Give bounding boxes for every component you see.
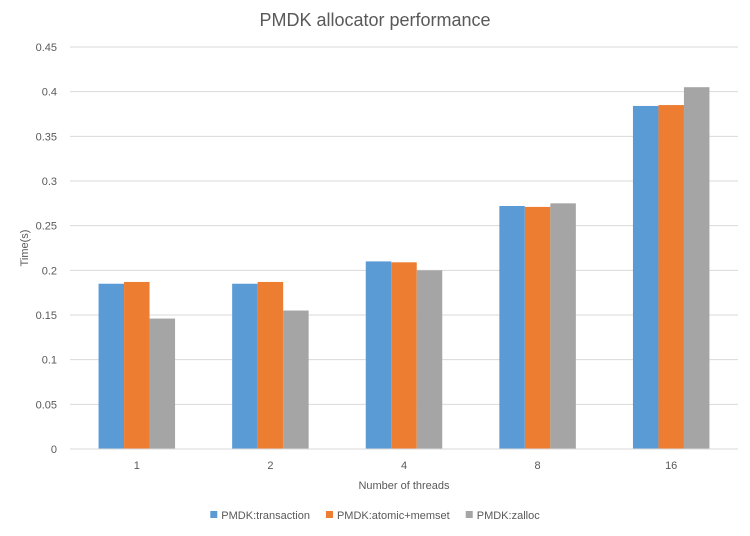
y-tick-label: 0.25 <box>36 221 57 233</box>
y-tick-label: 0.2 <box>42 265 57 277</box>
legend-swatch <box>325 511 333 518</box>
legend-swatch <box>465 511 473 518</box>
bar-pmdk-atomic-memset-1 <box>124 281 150 449</box>
x-tick-label: 4 <box>401 460 407 472</box>
bar-pmdk-atomic-memset-16 <box>658 105 684 450</box>
bar-pmdk-transaction-4 <box>365 261 392 449</box>
bar-pmdk-transaction-8 <box>499 206 525 449</box>
legend-swatch <box>210 511 218 518</box>
bars <box>98 87 710 450</box>
y-tick-label: 0.3 <box>42 176 57 188</box>
chart-title: PMDK allocator performance <box>259 10 490 30</box>
bar-pmdk-transaction-2 <box>232 283 258 449</box>
legend: PMDK:transaction PMDK:atomic+memset PMDK:z… <box>210 510 540 522</box>
y-tick-label: 0.4 <box>42 87 57 99</box>
x-tick-label: 1 <box>134 460 140 472</box>
bar-pmdk-zalloc-16 <box>683 87 710 449</box>
y-tick-label: 0.45 <box>36 42 57 54</box>
gridlines <box>70 46 738 405</box>
y-tick-label: 0.15 <box>36 310 57 322</box>
legend-label: PMDK:atomic+memset <box>337 510 450 522</box>
bar-pmdk-atomic-memset-2 <box>257 281 284 449</box>
x-axis-label: Number of threads <box>358 480 450 492</box>
bar-pmdk-atomic-memset-8 <box>524 206 551 449</box>
legend-label: PMDK:transaction <box>221 510 310 522</box>
y-tick-label: 0.1 <box>42 355 57 367</box>
x-tick-label: 8 <box>535 460 541 472</box>
bar-pmdk-atomic-memset-4 <box>391 262 417 449</box>
bar-pmdk-zalloc-8 <box>550 203 576 449</box>
y-tick-label: 0.35 <box>36 131 57 143</box>
bar-pmdk-transaction-16 <box>632 105 659 450</box>
y-axis-ticks: 0 0.05 0.1 0.15 0.2 0.25 0.3 0.35 0.4 0.45 <box>36 42 57 456</box>
y-axis-label: Time(s) <box>19 230 31 267</box>
x-axis-ticks: 1 2 4 8 16 <box>134 460 678 472</box>
bar-pmdk-zalloc-2 <box>283 310 309 449</box>
x-tick-label: 16 <box>665 460 677 472</box>
y-tick-label: 0 <box>51 444 57 456</box>
y-tick-label: 0.05 <box>36 399 57 411</box>
bar-pmdk-transaction-1 <box>98 283 125 449</box>
bar-pmdk-zalloc-4 <box>416 270 443 449</box>
legend-label: PMDK:zalloc <box>477 510 540 522</box>
bar-pmdk-zalloc-1 <box>149 318 176 449</box>
x-tick-label: 2 <box>267 460 273 472</box>
